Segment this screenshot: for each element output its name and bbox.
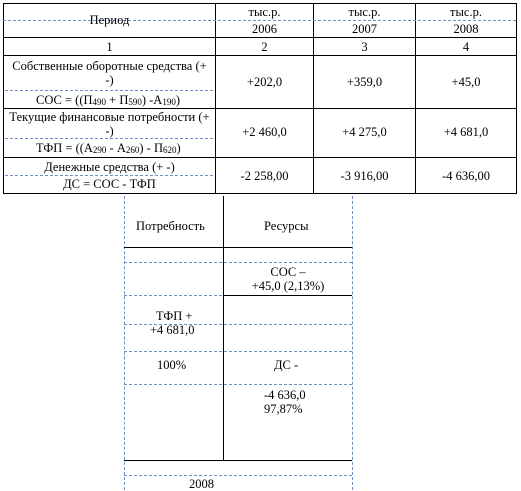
col-number-1: 1 <box>106 40 113 54</box>
row-ds-formula: ДС = СОС - ТФП <box>63 177 156 191</box>
diagram-year: 2008 <box>189 477 214 491</box>
balance-box-top <box>124 247 352 248</box>
ds-percent: 97,87% <box>264 402 303 416</box>
ds-value: -4 636,0 <box>264 388 306 402</box>
row-sos-value-2008: +45,0 <box>451 75 481 89</box>
year-header-2007: 2007 <box>352 22 377 36</box>
balance-box-divider <box>223 196 224 460</box>
row-sos-value-2006: +202,0 <box>246 75 283 89</box>
row-ds-value-2008: -4 636,00 <box>442 169 490 183</box>
row-tfp-value-2006: +2 460,0 <box>242 125 287 139</box>
row-sos-value-2007: +359,0 <box>346 75 383 89</box>
sos-label: СОС – <box>270 265 306 279</box>
row-ds-value-2006: -2 258,00 <box>240 169 289 183</box>
tfp-percent: 100% <box>157 358 187 372</box>
unit-header-2006: тыс.р. <box>248 5 281 19</box>
sos-value: +45,0 (2,13%) <box>251 279 325 293</box>
row-sos-formula: СОС = ((П490 + П590) -А190) <box>36 93 180 107</box>
year-header-2006: 2006 <box>252 22 277 36</box>
row-ds-value-2007: -3 916,00 <box>340 169 389 183</box>
tfp-label: ТФП + <box>156 309 193 323</box>
row-tfp-formula: ТФП = ((А290 - А260) - П620) <box>36 141 181 155</box>
unit-header-2008: тыс.р. <box>450 5 482 19</box>
balance-box-bottom <box>124 460 352 461</box>
row-tfp-value-2008: +4 681,0 <box>443 125 489 139</box>
tfp-value: +4 681,0 <box>150 323 195 337</box>
row-tfp-title: Текущие финансовые потребности (+ -) <box>9 110 210 138</box>
year-header-2008: 2008 <box>453 22 479 36</box>
row-ds-title: Денежные средства (+ -) <box>44 160 175 174</box>
ds-label: ДС - <box>274 358 299 372</box>
col-number-4: 4 <box>462 40 470 54</box>
col-number-2: 2 <box>261 40 268 54</box>
need-column-header: Потребность <box>136 219 205 233</box>
unit-header-2007: тыс.р. <box>348 5 381 19</box>
resources-column-header: Ресурсы <box>264 219 309 233</box>
row-tfp-value-2007: +4 275,0 <box>342 125 387 139</box>
period-header: Период <box>89 13 130 27</box>
col-number-3: 3 <box>361 40 368 54</box>
row-sos-title: Собственные оборотные средства (+ -) <box>12 59 207 87</box>
